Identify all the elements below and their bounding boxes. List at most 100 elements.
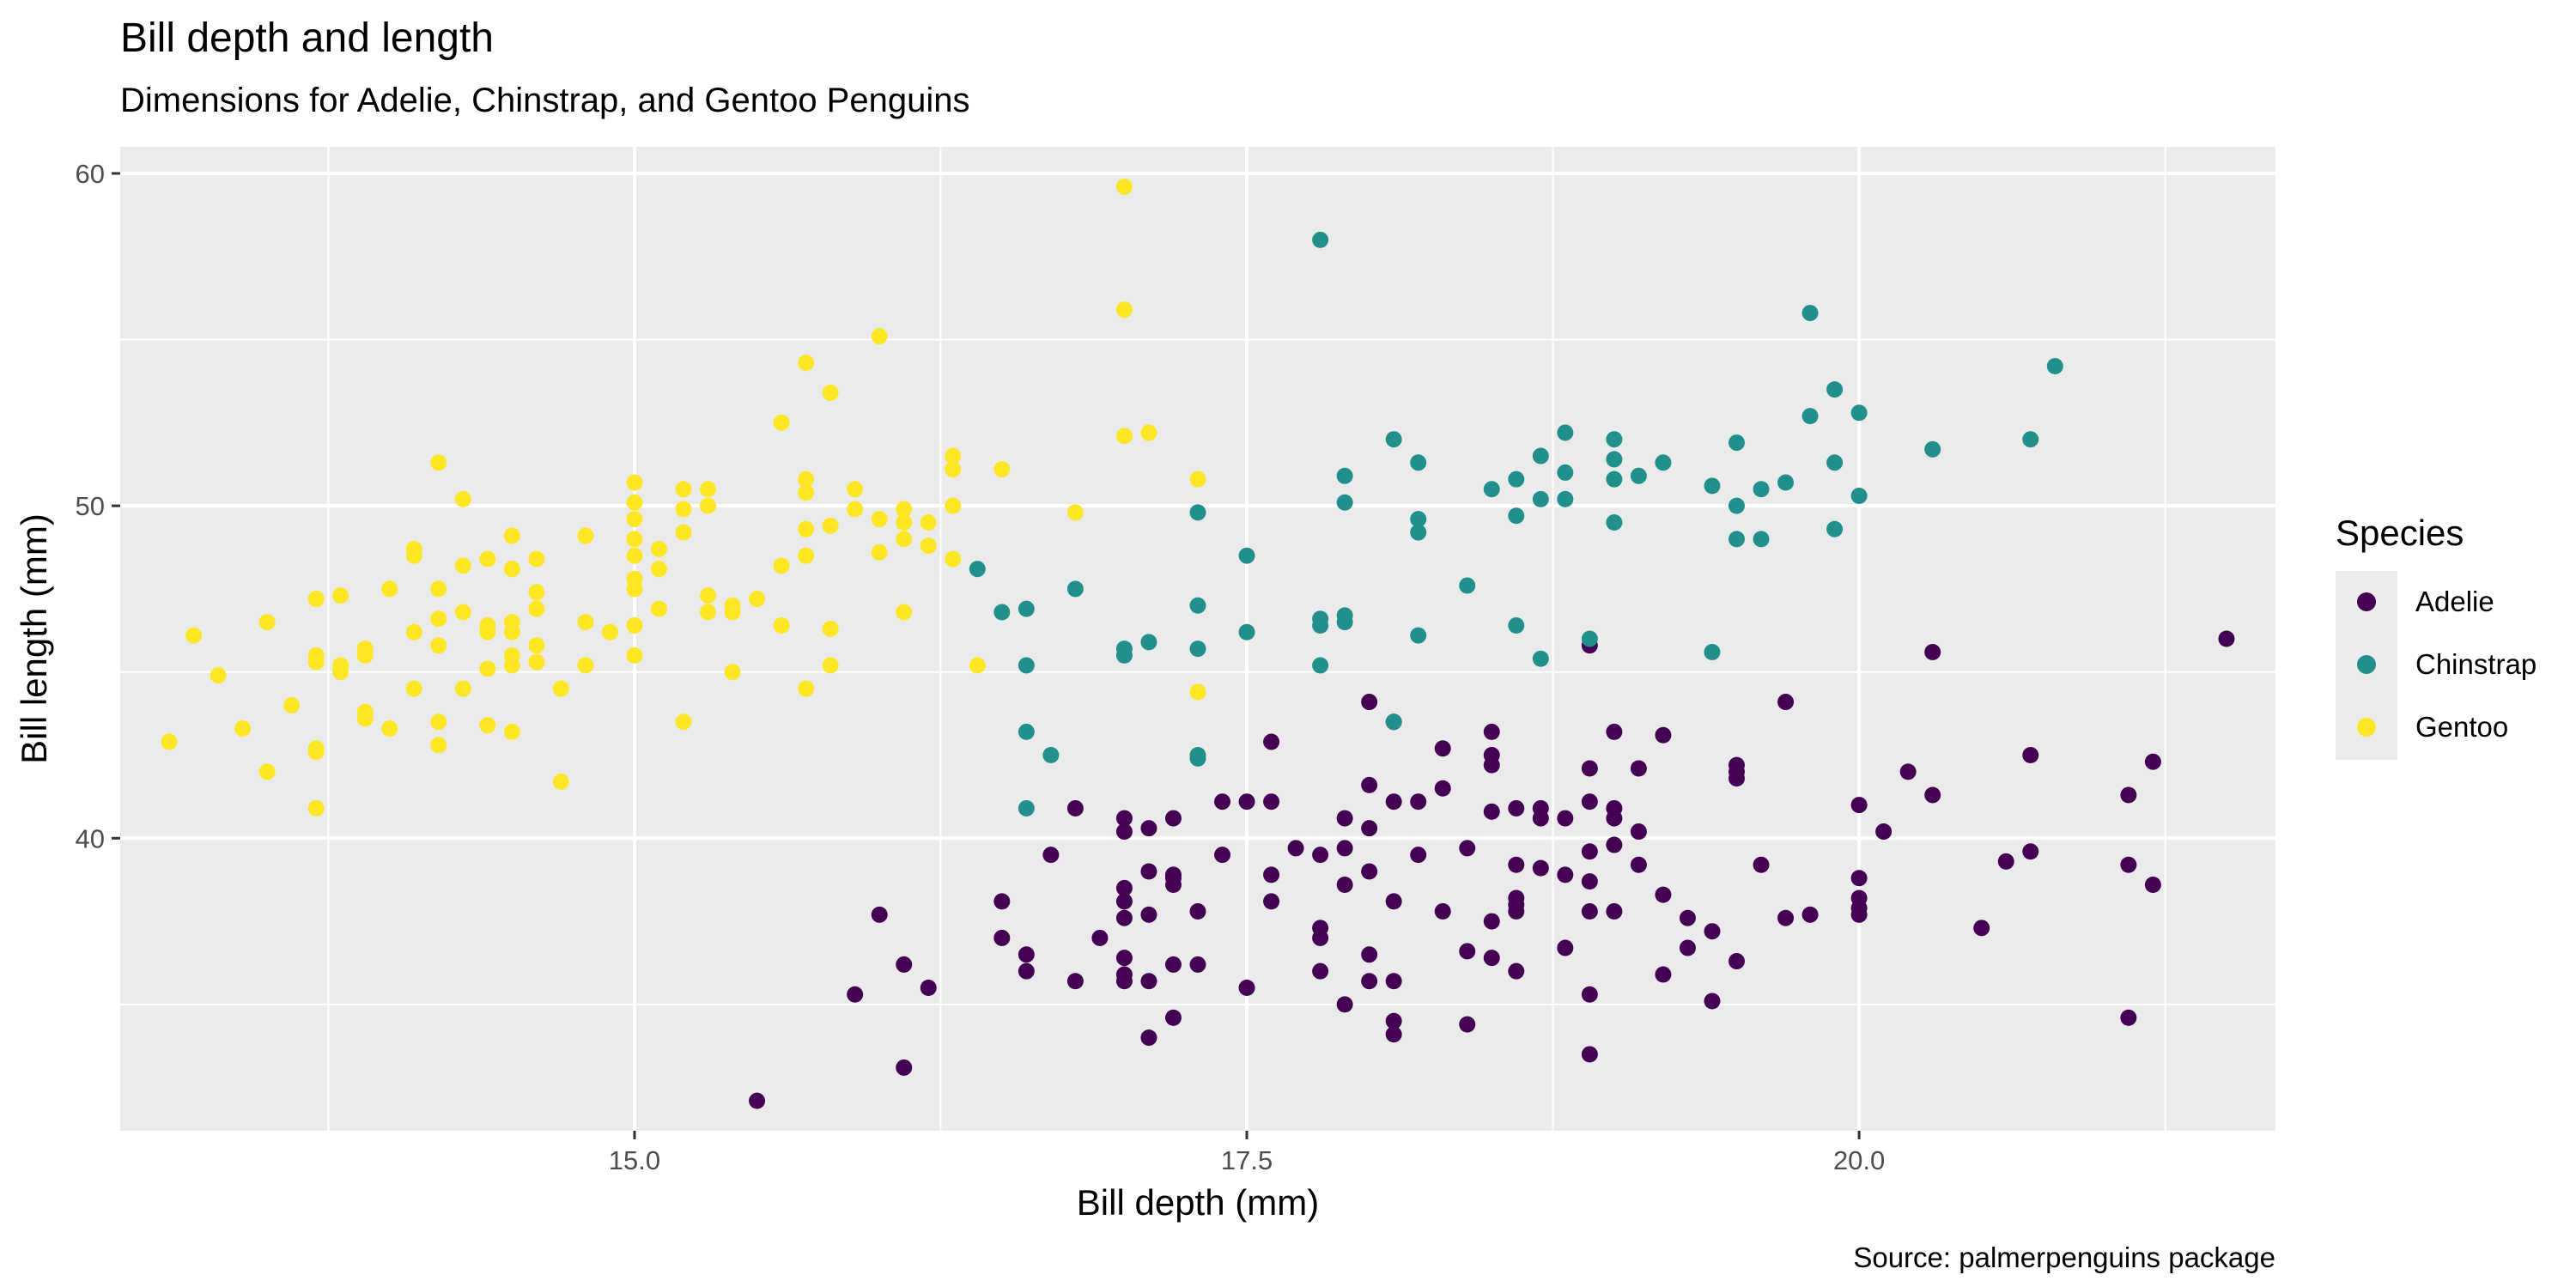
chart-title: Bill depth and length <box>120 15 494 61</box>
plot-panel <box>120 147 2275 1131</box>
chart-subtitle: Dimensions for Adelie, Chinstrap, and Ge… <box>120 82 969 119</box>
point-chinstrap <box>1189 597 1206 614</box>
point-adelie <box>1899 763 1917 780</box>
point-adelie <box>1606 723 1623 740</box>
point-gentoo <box>1115 428 1133 445</box>
x-axis-title: Bill depth (mm) <box>1077 1182 1319 1223</box>
point-adelie <box>1606 799 1623 817</box>
point-gentoo <box>601 623 618 640</box>
point-chinstrap <box>1532 650 1549 667</box>
point-gentoo <box>773 617 790 634</box>
point-chinstrap <box>1018 600 1035 617</box>
point-adelie <box>1018 946 1035 963</box>
point-chinstrap <box>1655 454 1672 471</box>
point-gentoo <box>675 501 692 518</box>
point-adelie <box>1361 776 1378 793</box>
point-adelie <box>1018 962 1035 980</box>
point-adelie <box>1312 929 1329 946</box>
point-gentoo <box>528 653 545 671</box>
point-adelie <box>2218 630 2235 647</box>
point-gentoo <box>479 623 496 640</box>
point-gentoo <box>405 680 422 697</box>
point-gentoo <box>773 557 790 574</box>
point-adelie <box>1287 840 1304 857</box>
point-chinstrap <box>1189 640 1206 658</box>
point-adelie <box>1483 913 1500 930</box>
point-adelie <box>1508 889 1525 907</box>
point-gentoo <box>161 733 178 750</box>
legend-key-adelie <box>2357 592 2376 611</box>
point-gentoo <box>258 614 276 631</box>
point-chinstrap <box>1410 627 1427 644</box>
point-gentoo <box>675 481 692 498</box>
point-gentoo <box>626 617 643 634</box>
point-gentoo <box>798 355 815 372</box>
legend-key-gentoo <box>2357 718 2376 737</box>
point-gentoo <box>626 580 643 598</box>
point-chinstrap <box>1042 747 1060 764</box>
point-adelie <box>1115 966 1133 983</box>
point-chinstrap <box>1728 497 1745 514</box>
point-adelie <box>1336 996 1353 1013</box>
point-adelie <box>1336 810 1353 827</box>
point-chinstrap <box>1826 381 1844 398</box>
point-adelie <box>1214 793 1231 810</box>
y-axis-title: Bill length (mm) <box>14 513 54 764</box>
point-gentoo <box>454 557 471 574</box>
x-tick-label: 17.5 <box>1221 1145 1273 1175</box>
point-gentoo <box>675 524 692 541</box>
point-adelie <box>1875 823 1893 841</box>
point-adelie <box>1459 1016 1476 1033</box>
point-adelie <box>1091 929 1109 946</box>
point-gentoo <box>847 481 864 498</box>
point-adelie <box>1483 803 1500 820</box>
point-adelie <box>1336 877 1353 893</box>
point-adelie <box>1508 799 1525 817</box>
legend-label-chinstrap: Chinstrap <box>2415 648 2537 680</box>
point-adelie <box>1336 840 1353 857</box>
point-adelie <box>1140 906 1157 923</box>
point-adelie <box>1238 793 1255 810</box>
point-chinstrap <box>1336 614 1353 631</box>
point-chinstrap <box>1606 513 1623 531</box>
point-gentoo <box>210 667 227 684</box>
point-adelie <box>1581 760 1598 777</box>
point-chinstrap <box>1483 481 1500 498</box>
point-adelie <box>1115 950 1133 967</box>
point-chinstrap <box>1066 580 1084 598</box>
point-chinstrap <box>1704 643 1721 660</box>
point-adelie <box>1850 900 1868 917</box>
point-gentoo <box>307 744 325 761</box>
point-gentoo <box>1115 178 1133 195</box>
point-chinstrap <box>1385 431 1402 448</box>
point-gentoo <box>871 328 888 345</box>
point-adelie <box>1581 1046 1598 1063</box>
point-gentoo <box>503 723 520 740</box>
y-tick-label: 50 <box>76 491 105 521</box>
point-gentoo <box>307 591 325 608</box>
point-gentoo <box>552 773 569 790</box>
point-adelie <box>1410 793 1427 810</box>
point-adelie <box>2022 747 2039 764</box>
point-chinstrap <box>1801 305 1819 322</box>
point-adelie <box>1850 870 1868 887</box>
chart-caption: Source: palmerpenguins package <box>1853 1241 2275 1273</box>
point-gentoo <box>332 587 349 604</box>
legend-title: Species <box>2336 513 2464 553</box>
point-adelie <box>1606 902 1623 920</box>
point-gentoo <box>651 561 667 578</box>
point-gentoo <box>920 537 937 555</box>
point-adelie <box>1385 793 1402 810</box>
point-adelie <box>1581 793 1598 810</box>
point-chinstrap <box>1606 470 1623 488</box>
point-adelie <box>1361 946 1378 963</box>
point-gentoo <box>430 580 447 598</box>
legend: Species Adelie Chinstrap Gentoo <box>2336 513 2537 760</box>
point-adelie <box>1581 902 1598 920</box>
point-adelie <box>1361 863 1378 880</box>
point-adelie <box>1728 756 1745 774</box>
point-gentoo <box>528 550 545 568</box>
point-adelie <box>1924 643 1941 660</box>
point-adelie <box>1777 909 1795 926</box>
point-chinstrap <box>1508 507 1525 525</box>
